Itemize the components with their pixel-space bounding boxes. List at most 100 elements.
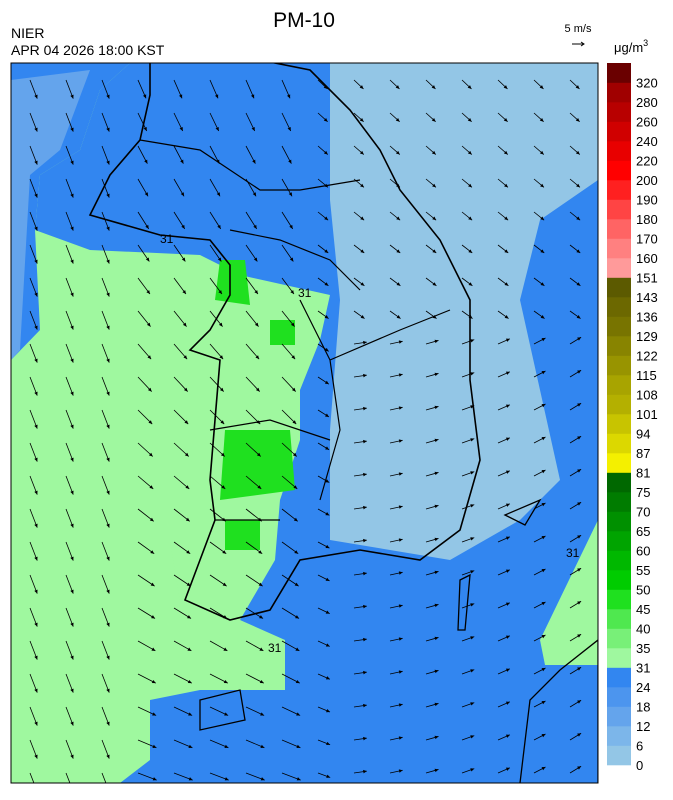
- wind-arrowhead: [106, 523, 110, 528]
- colorbar-label: 24: [636, 680, 650, 695]
- colorbar-segment: [607, 609, 631, 629]
- colorbar-segment: [607, 687, 631, 707]
- colorbar-segment: [607, 258, 631, 278]
- wind-arrowhead: [188, 712, 193, 716]
- wind-arrowhead: [34, 721, 38, 726]
- wind-arrowhead: [540, 249, 545, 253]
- colorbar-segment: [607, 199, 631, 220]
- wind-arrowhead: [258, 550, 263, 554]
- colorbar-label: 200: [636, 173, 658, 188]
- wind-arrowhead: [504, 183, 508, 188]
- wind-arrowhead: [470, 372, 475, 376]
- wind-arrowhead: [325, 676, 330, 680]
- wind-arrowhead: [106, 193, 110, 198]
- wind-arrowhead: [398, 571, 403, 575]
- wind-arrowhead: [106, 754, 110, 759]
- wind-arrowhead: [360, 249, 365, 253]
- wind-arrowhead: [325, 643, 330, 647]
- wind-arrowhead: [181, 257, 186, 262]
- wind-arrowhead: [577, 766, 582, 770]
- contour-label: 31: [160, 232, 174, 246]
- wind-arrows: [29, 79, 582, 783]
- wind-arrowhead: [360, 216, 365, 221]
- wind-arrowhead: [505, 602, 510, 606]
- wind-arrowhead: [260, 777, 265, 781]
- wind-arrowhead: [70, 160, 74, 165]
- wind-arrowhead: [470, 570, 475, 574]
- wind-arrowhead: [325, 413, 329, 417]
- colorbar-label: 122: [636, 349, 658, 364]
- wind-arrowhead: [432, 216, 437, 221]
- wind-arrowhead: [541, 767, 546, 771]
- wind-arrowhead: [70, 655, 74, 660]
- wind-arrowhead: [431, 85, 436, 89]
- wind-arrowhead: [468, 249, 473, 253]
- wind-arrowhead: [185, 517, 190, 522]
- wind-arrowhead: [151, 679, 156, 684]
- wind-arrowhead: [434, 405, 439, 410]
- wind-arrowhead: [181, 224, 185, 229]
- wind-arrowhead: [257, 485, 262, 489]
- wind-arrowhead: [188, 777, 193, 781]
- wind-arrowhead: [182, 290, 186, 295]
- wind-arrowhead: [259, 615, 264, 619]
- wind-arrowhead: [291, 387, 296, 392]
- wind-arrowhead: [576, 249, 581, 253]
- wind-arrowhead: [221, 485, 226, 489]
- wind-arrowhead: [106, 127, 110, 132]
- wind-arrowhead: [324, 380, 329, 385]
- wind-arrowhead: [468, 183, 472, 188]
- colorbar-segment: [607, 550, 631, 571]
- wind-arrowhead: [505, 371, 510, 375]
- wind-arrowhead: [217, 224, 221, 229]
- wind-arrowhead: [223, 647, 228, 651]
- wind-arrowhead: [577, 436, 582, 440]
- wind-arrowhead: [34, 556, 38, 561]
- wind-arrowhead: [34, 193, 38, 198]
- wind-arrowhead: [398, 703, 403, 707]
- wind-arrowhead: [434, 603, 439, 608]
- wind-arrowhead: [214, 94, 219, 99]
- wind-arrowhead: [290, 290, 294, 295]
- colorbar-segment: [607, 375, 631, 395]
- wind-arrowhead: [505, 404, 510, 408]
- wind-arrowhead: [505, 734, 510, 738]
- unit-superscript: 3: [643, 38, 648, 48]
- colorbar-segment: [607, 648, 631, 668]
- wind-arrowhead: [290, 322, 295, 327]
- wind-arrowhead: [503, 150, 508, 155]
- contour-label: 31: [566, 546, 580, 560]
- wind-arrowhead: [151, 647, 156, 651]
- wind-arrowhead: [288, 159, 292, 164]
- wind-arrowhead: [363, 637, 367, 642]
- wind-arrowhead: [434, 537, 439, 542]
- wind-arrowhead: [144, 159, 148, 164]
- wind-arrowhead: [106, 589, 110, 594]
- wind-arrowhead: [34, 259, 38, 264]
- wind-arrowhead: [106, 688, 110, 693]
- colorbar-segment: [607, 453, 631, 473]
- colorbar-segment: [607, 589, 631, 610]
- wind-arrowhead: [467, 150, 472, 155]
- wind-arrowhead: [505, 767, 510, 771]
- wind-arrow: [29, 772, 35, 783]
- islands: [199, 498, 542, 731]
- wind-arrowhead: [541, 404, 546, 408]
- colorbar-label: 190: [636, 193, 658, 208]
- wind-arrowhead: [34, 589, 38, 594]
- colorbar-label: 260: [636, 115, 658, 130]
- wind-arrowhead: [398, 439, 403, 443]
- wind-arrowhead: [541, 569, 546, 573]
- colorbar-segment: [607, 297, 631, 317]
- wind-arrowhead: [363, 670, 367, 675]
- wind-arrowhead: [324, 216, 329, 221]
- wind-arrowhead: [505, 503, 510, 507]
- colorbar-segment: [607, 180, 631, 200]
- wind-arrowhead: [152, 744, 157, 748]
- wind-arrowhead: [323, 118, 328, 122]
- wind-arrowhead: [254, 322, 259, 327]
- wind-arrowhead: [294, 550, 299, 554]
- wind-arrowhead: [34, 226, 38, 231]
- wind-arrowhead: [577, 535, 582, 539]
- wind-arrowhead: [146, 290, 150, 295]
